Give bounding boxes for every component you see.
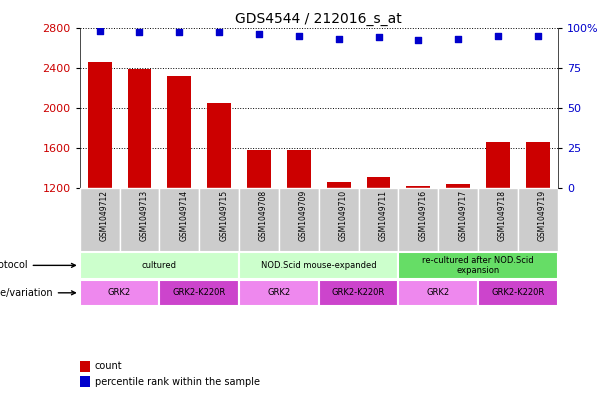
Bar	[398, 252, 558, 279]
Point	[413, 37, 423, 44]
Bar	[478, 187, 518, 252]
Text: GSM1049711: GSM1049711	[378, 189, 387, 241]
Bar	[88, 62, 112, 187]
Bar	[367, 176, 390, 187]
Text: GRK2-K220R: GRK2-K220R	[173, 288, 226, 298]
Point	[493, 32, 503, 39]
Title: GDS4544 / 212016_s_at: GDS4544 / 212016_s_at	[235, 13, 402, 26]
Text: genotype/variation: genotype/variation	[0, 288, 75, 298]
Point	[454, 36, 463, 42]
Bar	[159, 280, 239, 306]
Bar	[80, 187, 120, 252]
Bar	[398, 187, 438, 252]
Point	[294, 32, 304, 39]
Text: GSM1049718: GSM1049718	[498, 189, 507, 241]
Point	[94, 28, 104, 34]
Point	[175, 29, 185, 35]
Text: GRK2: GRK2	[267, 288, 291, 298]
Bar	[80, 376, 91, 387]
Bar	[120, 187, 159, 252]
Text: GSM1049717: GSM1049717	[459, 189, 467, 241]
Bar	[239, 252, 398, 279]
Bar	[446, 184, 470, 187]
Bar	[359, 187, 398, 252]
Point	[134, 29, 145, 35]
Text: GRK2: GRK2	[427, 288, 450, 298]
Bar	[478, 280, 558, 306]
Bar	[239, 187, 279, 252]
Text: protocol: protocol	[0, 261, 75, 270]
Bar	[406, 186, 430, 187]
Text: GRK2-K220R: GRK2-K220R	[332, 288, 385, 298]
Point	[333, 36, 343, 42]
Bar	[438, 187, 478, 252]
Bar	[279, 187, 319, 252]
Bar	[80, 280, 159, 306]
Text: percentile rank within the sample: percentile rank within the sample	[94, 377, 260, 387]
Bar	[199, 187, 239, 252]
Text: GRK2-K220R: GRK2-K220R	[492, 288, 544, 298]
Bar	[526, 141, 550, 187]
Point	[254, 31, 264, 37]
Text: GSM1049719: GSM1049719	[538, 189, 547, 241]
Text: GSM1049710: GSM1049710	[338, 189, 348, 241]
Bar	[128, 68, 151, 187]
Bar	[486, 141, 510, 187]
Bar	[239, 280, 319, 306]
Bar	[327, 182, 351, 187]
Bar	[287, 150, 311, 187]
Text: GSM1049715: GSM1049715	[219, 189, 228, 241]
Text: GSM1049714: GSM1049714	[180, 189, 188, 241]
Point	[533, 32, 543, 39]
Text: cultured: cultured	[142, 261, 177, 270]
Bar	[518, 187, 558, 252]
Bar	[159, 187, 199, 252]
Text: GSM1049708: GSM1049708	[259, 189, 268, 241]
Point	[373, 34, 384, 40]
Bar	[80, 361, 91, 372]
Text: GSM1049713: GSM1049713	[139, 189, 148, 241]
Text: GRK2: GRK2	[108, 288, 131, 298]
Bar	[167, 75, 191, 187]
Point	[215, 29, 224, 35]
Text: count: count	[94, 362, 123, 371]
Bar	[398, 280, 478, 306]
Text: GSM1049712: GSM1049712	[99, 189, 109, 241]
Text: GSM1049716: GSM1049716	[418, 189, 427, 241]
Bar	[207, 103, 231, 187]
Bar	[319, 280, 398, 306]
Bar	[319, 187, 359, 252]
Text: GSM1049709: GSM1049709	[299, 189, 308, 241]
Text: re-cultured after NOD.Scid
expansion: re-cultured after NOD.Scid expansion	[422, 256, 534, 275]
Bar	[80, 252, 239, 279]
Bar	[247, 150, 271, 187]
Text: NOD.Scid mouse-expanded: NOD.Scid mouse-expanded	[261, 261, 376, 270]
